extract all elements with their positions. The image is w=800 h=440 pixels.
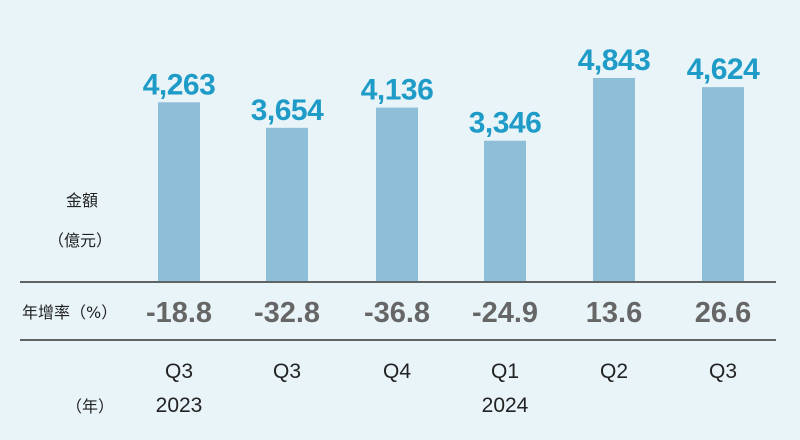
value-label-5: 4,624 [687, 53, 760, 86]
growth-label-0: -18.8 [146, 297, 212, 329]
amount-label-line1: 金額 [66, 191, 98, 210]
bars-group [158, 77, 744, 281]
value-label-2: 4,136 [361, 74, 434, 107]
year-axis-label: （年） [66, 397, 114, 416]
value-label-1: 3,654 [251, 94, 324, 127]
growth-labels-group: -18.8 -32.8 -36.8 -24.9 13.6 26.6 [146, 297, 751, 329]
growth-row-label: 年增率（%） [22, 303, 117, 322]
amount-label-line2: （億元） [48, 231, 112, 250]
growth-label-5: 26.6 [695, 297, 751, 329]
quarter-labels-group: Q3 Q3 Q4 Q1 Q2 Q3 [165, 360, 737, 383]
bar-0 [158, 102, 200, 281]
bar-1 [266, 127, 308, 281]
bar-5 [702, 87, 744, 281]
quarter-label-0: Q3 [165, 360, 193, 383]
year-labels-group: 2023 2024 [156, 394, 529, 417]
growth-label-3: -24.9 [472, 297, 538, 329]
bar-2 [376, 107, 418, 281]
quarter-label-2: Q4 [383, 360, 411, 383]
year-label-0: 2023 [156, 394, 203, 417]
bar-4 [593, 77, 635, 281]
growth-label-2: -36.8 [364, 297, 430, 329]
growth-label-4: 13.6 [586, 297, 642, 329]
quarter-label-5: Q3 [709, 360, 737, 383]
quarter-label-3: Q1 [491, 360, 519, 383]
value-labels-group: 4,263 3,654 4,136 3,346 4,843 4,624 [143, 44, 761, 140]
quarter-label-1: Q3 [273, 360, 301, 383]
value-label-3: 3,346 [469, 107, 542, 140]
quarter-label-4: Q2 [600, 360, 628, 383]
year-label-3: 2024 [482, 394, 529, 417]
value-label-4: 4,843 [578, 44, 651, 77]
bar-3 [484, 140, 526, 281]
growth-label-1: -32.8 [254, 297, 320, 329]
value-label-0: 4,263 [143, 68, 216, 101]
